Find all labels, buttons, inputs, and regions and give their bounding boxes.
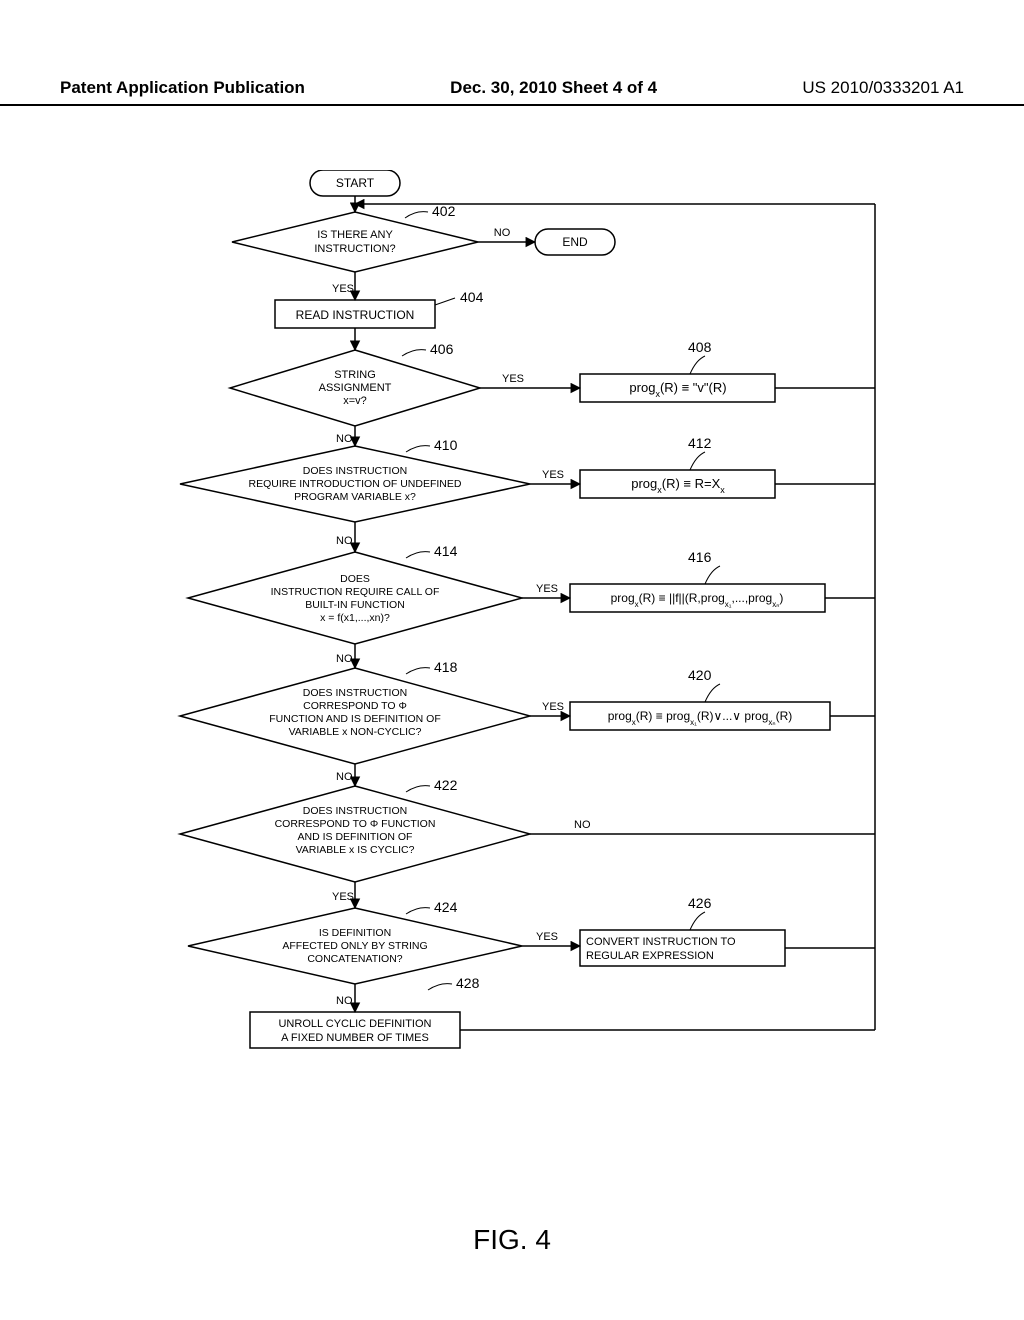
svg-text:DOES INSTRUCTION: DOES INSTRUCTION	[303, 805, 407, 817]
svg-text:INSTRUCTION?: INSTRUCTION?	[314, 243, 395, 255]
node-d418: DOES INSTRUCTION CORRESPOND TO Φ FUNCTIO…	[180, 668, 530, 764]
svg-text:YES: YES	[542, 469, 564, 481]
svg-text:VARIABLE x NON-CYCLIC?: VARIABLE x NON-CYCLIC?	[289, 726, 422, 738]
ref-422: 422	[434, 777, 458, 793]
svg-text:FUNCTION AND IS DEFINITION OF: FUNCTION AND IS DEFINITION OF	[269, 713, 441, 725]
svg-text:UNROLL CYCLIC DEFINITION: UNROLL CYCLIC DEFINITION	[278, 1018, 431, 1030]
svg-text:CONCATENATION?: CONCATENATION?	[307, 953, 402, 965]
svg-text:CONVERT INSTRUCTION TO: CONVERT INSTRUCTION TO	[586, 936, 736, 948]
ref-414: 414	[434, 543, 458, 559]
ref-426: 426	[688, 895, 712, 911]
svg-text:IS DEFINITION: IS DEFINITION	[319, 927, 391, 939]
ref-418: 418	[434, 659, 458, 675]
svg-text:YES: YES	[332, 283, 354, 295]
svg-text:A FIXED NUMBER OF TIMES: A FIXED NUMBER OF TIMES	[281, 1032, 429, 1044]
svg-text:AFFECTED ONLY BY STRING: AFFECTED ONLY BY STRING	[282, 940, 427, 952]
svg-text:PROGRAM VARIABLE x?: PROGRAM VARIABLE x?	[294, 491, 416, 503]
svg-text:NO: NO	[336, 771, 353, 783]
flowchart-svg: START IS THERE ANY INSTRUCTION? 402 END …	[130, 170, 930, 1200]
flowchart-canvas: START IS THERE ANY INSTRUCTION? 402 END …	[130, 170, 930, 1200]
svg-text:STRING: STRING	[334, 369, 376, 381]
node-d406: STRING ASSIGNMENT x=v?	[230, 350, 480, 426]
node-p426: CONVERT INSTRUCTION TO REGULAR EXPRESSIO…	[580, 930, 785, 966]
svg-text:NO: NO	[574, 819, 591, 831]
svg-text:VARIABLE x IS CYCLIC?: VARIABLE x IS CYCLIC?	[296, 844, 415, 856]
svg-text:x=v?: x=v?	[343, 395, 367, 407]
svg-text:NO: NO	[336, 653, 353, 665]
node-p412: progx(R) ≡ R=Xx	[580, 470, 775, 498]
svg-text:END: END	[562, 235, 588, 249]
node-end: END	[535, 229, 615, 255]
svg-text:YES: YES	[332, 891, 354, 903]
node-p404: READ INSTRUCTION	[275, 300, 435, 328]
svg-text:NO: NO	[336, 433, 353, 445]
figure-label: FIG. 4	[0, 1224, 1024, 1256]
node-p416: progx(R) ≡ ||f||(R,progx₁,...,progxₙ)	[570, 584, 825, 612]
svg-text:DOES INSTRUCTION: DOES INSTRUCTION	[303, 465, 407, 477]
ref-416: 416	[688, 549, 712, 565]
svg-text:NO: NO	[336, 535, 353, 547]
svg-text:INSTRUCTION REQUIRE CALL OF: INSTRUCTION REQUIRE CALL OF	[271, 586, 440, 598]
svg-text:BUILT-IN FUNCTION: BUILT-IN FUNCTION	[305, 599, 405, 611]
svg-text:x = f(x1,...,xn)?: x = f(x1,...,xn)?	[320, 612, 390, 624]
svg-text:YES: YES	[536, 583, 558, 595]
ref-410: 410	[434, 437, 458, 453]
ref-406: 406	[430, 341, 454, 357]
svg-text:DOES: DOES	[340, 573, 370, 585]
node-d424: IS DEFINITION AFFECTED ONLY BY STRING CO…	[188, 908, 522, 984]
node-d422: DOES INSTRUCTION CORRESPOND TO Φ FUNCTIO…	[180, 786, 530, 882]
node-p428: UNROLL CYCLIC DEFINITION A FIXED NUMBER …	[250, 1012, 460, 1048]
node-p420: progx(R) ≡ progx₁(R)∨...∨ progxₙ(R)	[570, 702, 830, 730]
svg-text:CORRESPOND TO Φ FUNCTION: CORRESPOND TO Φ FUNCTION	[275, 818, 436, 830]
svg-text:REGULAR EXPRESSION: REGULAR EXPRESSION	[586, 950, 714, 962]
svg-text:ASSIGNMENT: ASSIGNMENT	[319, 382, 392, 394]
ref-424: 424	[434, 899, 458, 915]
svg-text:START: START	[336, 176, 375, 190]
svg-text:IS THERE ANY: IS THERE ANY	[317, 229, 393, 241]
node-d402: IS THERE ANY INSTRUCTION?	[232, 212, 478, 272]
page: Patent Application Publication Dec. 30, …	[0, 0, 1024, 1320]
page-header: Patent Application Publication Dec. 30, …	[0, 78, 1024, 106]
ref-428: 428	[456, 975, 480, 991]
svg-text:READ INSTRUCTION: READ INSTRUCTION	[296, 308, 415, 322]
node-d410: DOES INSTRUCTION REQUIRE INTRODUCTION OF…	[180, 446, 530, 522]
ref-412: 412	[688, 435, 712, 451]
node-p408: progx(R) ≡ "v"(R)	[580, 374, 775, 402]
svg-text:REQUIRE INTRODUCTION OF UNDEFI: REQUIRE INTRODUCTION OF UNDEFINED	[249, 478, 462, 490]
ref-420: 420	[688, 667, 712, 683]
header-right: US 2010/0333201 A1	[802, 78, 964, 98]
svg-text:YES: YES	[536, 931, 558, 943]
ref-402: 402	[432, 203, 456, 219]
svg-text:CORRESPOND TO Φ: CORRESPOND TO Φ	[303, 700, 407, 712]
svg-text:YES: YES	[542, 701, 564, 713]
ref-408: 408	[688, 339, 712, 355]
svg-text:DOES INSTRUCTION: DOES INSTRUCTION	[303, 687, 407, 699]
ref-404: 404	[460, 289, 484, 305]
svg-text:YES: YES	[502, 373, 524, 385]
header-mid: Dec. 30, 2010 Sheet 4 of 4	[450, 78, 657, 98]
node-start: START	[310, 170, 400, 196]
svg-text:AND IS DEFINITION OF: AND IS DEFINITION OF	[298, 831, 413, 843]
header-left: Patent Application Publication	[60, 78, 305, 98]
svg-text:NO: NO	[336, 995, 353, 1007]
node-d414: DOES INSTRUCTION REQUIRE CALL OF BUILT-I…	[188, 552, 522, 644]
svg-text:NO: NO	[494, 227, 511, 239]
